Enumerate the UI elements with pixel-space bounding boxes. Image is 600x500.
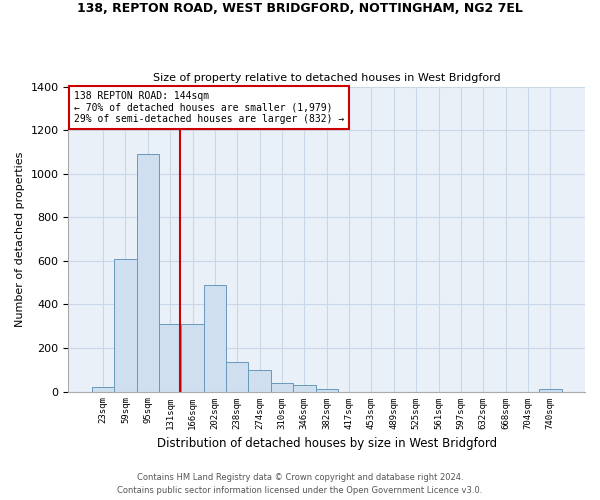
Title: Size of property relative to detached houses in West Bridgford: Size of property relative to detached ho… bbox=[153, 73, 500, 83]
Bar bbox=[159, 324, 181, 392]
Bar bbox=[293, 385, 316, 392]
Bar bbox=[248, 370, 271, 392]
Bar bbox=[316, 390, 338, 392]
Bar bbox=[539, 390, 562, 392]
X-axis label: Distribution of detached houses by size in West Bridgford: Distribution of detached houses by size … bbox=[157, 437, 497, 450]
Bar bbox=[204, 285, 226, 392]
Bar bbox=[226, 362, 248, 392]
Bar bbox=[271, 383, 293, 392]
Bar bbox=[92, 387, 114, 392]
Text: 138, REPTON ROAD, WEST BRIDGFORD, NOTTINGHAM, NG2 7EL: 138, REPTON ROAD, WEST BRIDGFORD, NOTTIN… bbox=[77, 2, 523, 16]
Bar bbox=[181, 324, 204, 392]
Text: 138 REPTON ROAD: 144sqm
← 70% of detached houses are smaller (1,979)
29% of semi: 138 REPTON ROAD: 144sqm ← 70% of detache… bbox=[74, 91, 344, 124]
Y-axis label: Number of detached properties: Number of detached properties bbox=[15, 152, 25, 326]
Text: Contains HM Land Registry data © Crown copyright and database right 2024.
Contai: Contains HM Land Registry data © Crown c… bbox=[118, 474, 482, 495]
Bar bbox=[137, 154, 159, 392]
Bar bbox=[114, 258, 137, 392]
